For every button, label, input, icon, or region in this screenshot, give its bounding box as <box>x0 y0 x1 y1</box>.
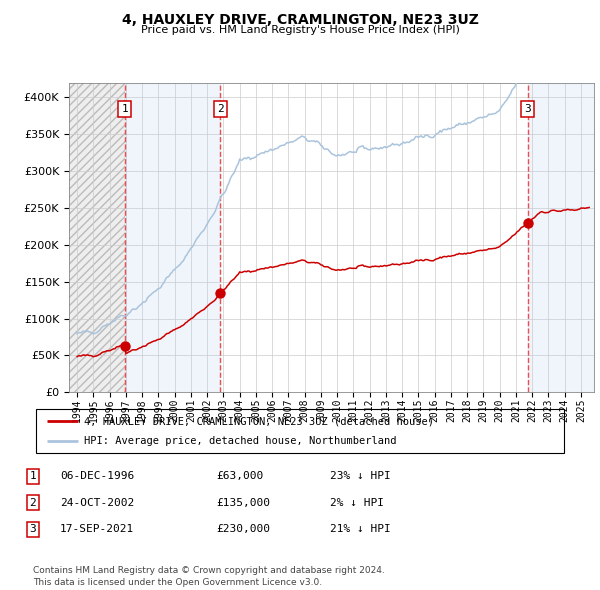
Text: 23% ↓ HPI: 23% ↓ HPI <box>330 471 391 481</box>
Text: 24-OCT-2002: 24-OCT-2002 <box>60 498 134 507</box>
Text: 17-SEP-2021: 17-SEP-2021 <box>60 525 134 534</box>
Bar <box>527 83 594 392</box>
Text: £135,000: £135,000 <box>216 498 270 507</box>
Text: 4, HAUXLEY DRIVE, CRAMLINGTON, NE23 3UZ: 4, HAUXLEY DRIVE, CRAMLINGTON, NE23 3UZ <box>122 13 478 27</box>
Text: HPI: Average price, detached house, Northumberland: HPI: Average price, detached house, Nort… <box>83 436 396 446</box>
Text: 1: 1 <box>29 471 37 481</box>
Text: Contains HM Land Registry data © Crown copyright and database right 2024.
This d: Contains HM Land Registry data © Crown c… <box>33 566 385 587</box>
Text: Price paid vs. HM Land Registry's House Price Index (HPI): Price paid vs. HM Land Registry's House … <box>140 25 460 35</box>
Text: 2% ↓ HPI: 2% ↓ HPI <box>330 498 384 507</box>
Text: 06-DEC-1996: 06-DEC-1996 <box>60 471 134 481</box>
Text: 21% ↓ HPI: 21% ↓ HPI <box>330 525 391 534</box>
Text: £230,000: £230,000 <box>216 525 270 534</box>
Text: 2: 2 <box>217 104 224 114</box>
Text: 2: 2 <box>29 498 37 507</box>
Text: 1: 1 <box>121 104 128 114</box>
Text: 3: 3 <box>524 104 531 114</box>
Bar <box>69 83 125 392</box>
Text: 3: 3 <box>29 525 37 534</box>
Text: £63,000: £63,000 <box>216 471 263 481</box>
Text: 4, HAUXLEY DRIVE, CRAMLINGTON, NE23 3UZ (detached house): 4, HAUXLEY DRIVE, CRAMLINGTON, NE23 3UZ … <box>83 416 434 426</box>
Bar <box>125 83 220 392</box>
